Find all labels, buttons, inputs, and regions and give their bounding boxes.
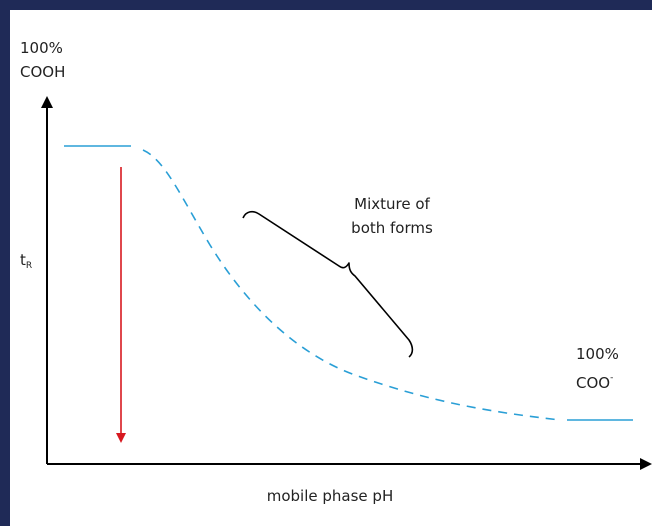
diagram-canvas: 100% COOH tR Mixture of both forms 100% … — [10, 10, 652, 526]
label-bottom-right-charge: - — [610, 373, 614, 383]
mixture-annotation: Mixture of both forms — [332, 192, 452, 240]
mixture-annotation-line2: both forms — [351, 219, 433, 237]
label-top-left: 100% COOH — [20, 36, 65, 84]
x-axis-label: mobile phase pH — [266, 487, 394, 505]
curve-transition-dashed — [142, 149, 561, 421]
label-bottom-right-form-wrap: COO- — [576, 366, 619, 395]
y-axis-label-subscript: R — [25, 261, 33, 271]
diagram-graphics — [41, 96, 652, 470]
label-top-left-form: COOH — [20, 63, 66, 81]
label-top-left-percent: 100% — [20, 39, 63, 57]
y-axis-label-main: t — [20, 251, 26, 269]
y-axis-label: tR — [20, 248, 32, 278]
mixture-bracket — [242, 210, 414, 358]
label-bottom-right: 100% COO- — [576, 342, 619, 395]
label-bottom-right-form: COO — [576, 374, 611, 392]
mixture-annotation-line1: Mixture of — [354, 195, 430, 213]
label-bottom-right-percent: 100% — [576, 345, 619, 363]
